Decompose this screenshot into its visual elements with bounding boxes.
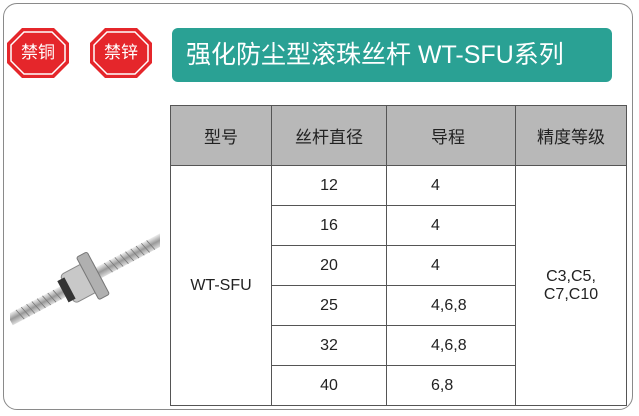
badge-shape (7, 28, 69, 78)
column-header: 丝杆直径 (271, 105, 387, 166)
table-row: 25 4,6,8 (171, 285, 627, 326)
table-row: WT-SFU 12 4 C3,C5, C7,C10 (170, 165, 627, 406)
table-row: 40 6,8 (171, 365, 627, 406)
lead-cell: 4,6,8 (386, 325, 516, 366)
header-row: 型号 丝杆直径 导程 精度等级 (170, 105, 627, 166)
diameter-cell: 25 (271, 285, 387, 326)
column-header: 精度等级 (515, 105, 627, 166)
diameter-cell: 12 (271, 165, 387, 206)
diameter-cell: 40 (271, 365, 387, 406)
column-header: 型号 (170, 105, 272, 166)
badge-text: 禁铜 (21, 43, 55, 62)
table-body: WT-SFU 12 4 C3,C5, C7,C10 16 4 20 4 25 4,6,8 32 4,6,… (170, 165, 627, 406)
lead-cell: 4 (386, 245, 516, 286)
diameter-cell: 16 (271, 205, 387, 246)
accuracy-line: C3,C5, (546, 267, 596, 285)
accuracy-cell: C3,C5, C7,C10 (515, 165, 627, 406)
table-row: 16 4 (171, 205, 627, 246)
product-image (10, 232, 160, 326)
badge-shape (90, 28, 152, 78)
column-header: 导程 (386, 105, 516, 166)
lead-cell: 4 (386, 165, 516, 206)
model-cell: WT-SFU (170, 165, 272, 406)
card (3, 3, 633, 410)
table-row: 32 4,6,8 (171, 325, 627, 366)
lead-cell: 6,8 (386, 365, 516, 406)
diameter-cell: 32 (271, 325, 387, 366)
accuracy-line: C7,C10 (543, 285, 599, 303)
badge-text: 禁锌 (104, 43, 138, 62)
diameter-cell: 20 (271, 245, 387, 286)
badge: 禁铜 (6, 27, 70, 79)
lead-cell: 4 (386, 205, 516, 246)
lead-cell: 4,6,8 (386, 285, 516, 326)
table-row: 20 4 (171, 245, 627, 286)
spec-table: 型号 丝杆直径 导程 精度等级 WT-SFU 12 4 C3,C5, C7,C10 16 4 20 4… (170, 105, 627, 406)
badge: 禁锌 (89, 27, 153, 79)
title: 强化防尘型滚珠丝杆 WT-SFU系列 (172, 28, 612, 82)
